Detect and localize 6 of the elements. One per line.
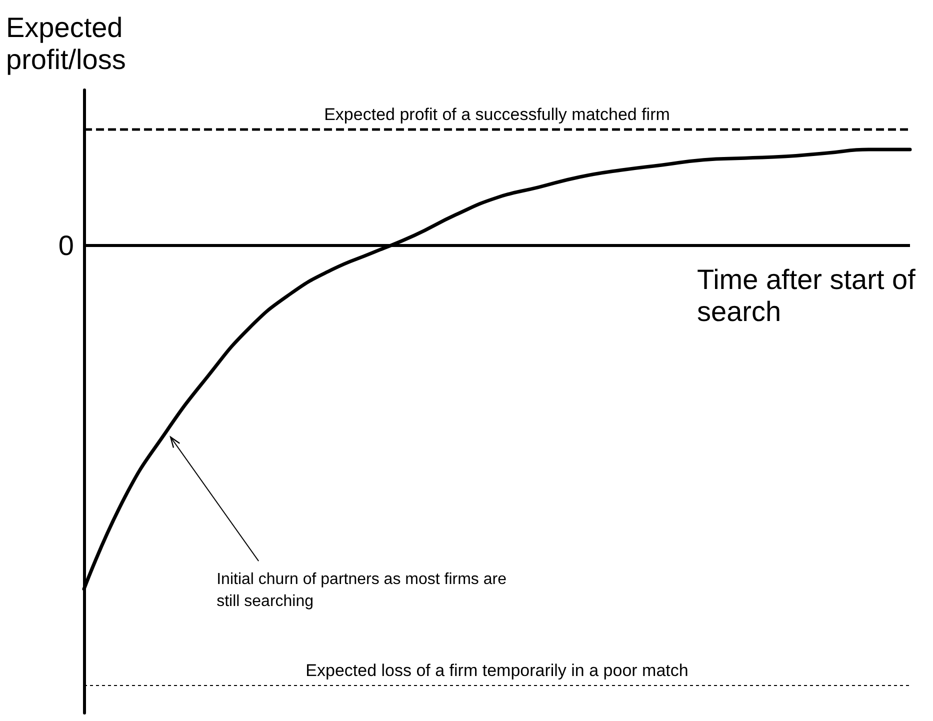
y-axis-title: Expected profit/loss bbox=[6, 12, 127, 76]
ref-line-label: Expected profit of a successfully matched firm bbox=[324, 104, 670, 124]
x-axis-title: Time after start of search bbox=[697, 264, 916, 328]
annotation: Initial churn of partners as most firms are still searching bbox=[216, 570, 508, 612]
ref-line-label: Expected loss of a firm temporarily in a poor match bbox=[306, 661, 688, 680]
ref-line-label: 0 bbox=[58, 230, 74, 262]
